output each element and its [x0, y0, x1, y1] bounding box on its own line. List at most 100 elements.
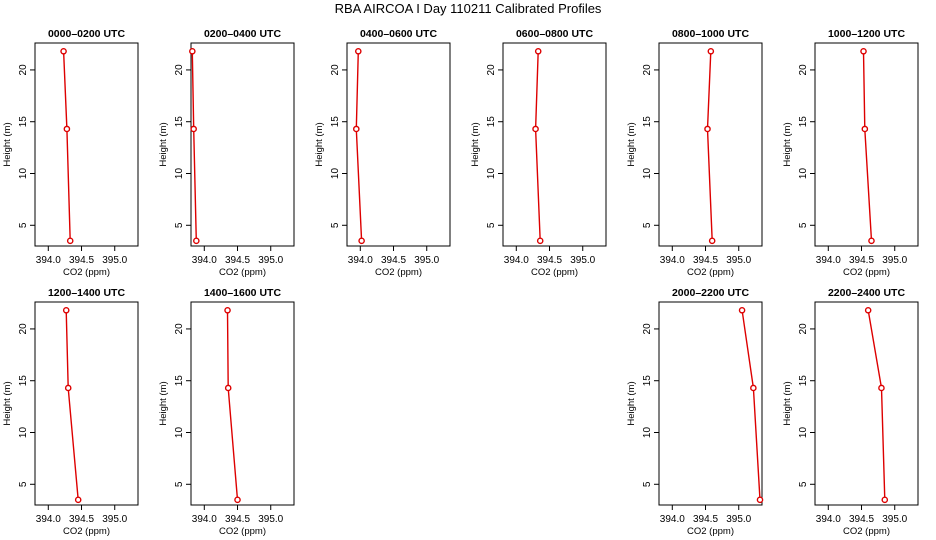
x-tick-label: 394.0: [36, 255, 61, 266]
x-tick-label: 394.0: [816, 514, 841, 525]
y-axis-label: Height (m): [2, 381, 13, 425]
x-tick-label: 394.5: [69, 514, 94, 525]
x-tick-label: 394.5: [225, 514, 250, 525]
data-point: [750, 384, 757, 392]
y-tick-label: 15: [330, 116, 341, 128]
x-axis-label: CO2 (ppm): [219, 526, 266, 537]
plot-frame: [346, 42, 451, 247]
x-tick-label: 394.0: [660, 255, 685, 266]
y-tick-label: 10: [174, 427, 185, 439]
x-tick-label: 394.0: [192, 514, 217, 525]
y-tick-label: 5: [174, 222, 185, 228]
data-point: [868, 237, 875, 245]
data-point: [738, 306, 746, 314]
profile-line: [355, 51, 363, 241]
data-point: [358, 237, 365, 245]
chart-panel: 0000–0200 UTC 394.0 394.5 395.0 5 10 15 20 CO2 (…: [2, 28, 139, 278]
chart-title: 0000–0200 UTC: [48, 28, 125, 40]
y-tick-label: 5: [642, 481, 653, 487]
chart-title: 0400–0600 UTC: [360, 28, 437, 40]
y-axis-label: Height (m): [782, 381, 793, 425]
chart-title: 1000–1200 UTC: [828, 28, 905, 40]
data-point: [74, 496, 82, 504]
data-point: [532, 125, 539, 133]
plot-frame: [502, 42, 607, 247]
y-axis-label: Height (m): [626, 381, 637, 425]
y-tick-label: 20: [18, 323, 29, 335]
y-tick-label: 20: [798, 323, 809, 335]
x-tick-label: 395.0: [882, 255, 907, 266]
figure-title: RBA AIRCOA I Day 110211 Calibrated Profi…: [334, 1, 602, 16]
y-tick-label: 10: [18, 168, 29, 180]
x-tick-label: 394.0: [192, 255, 217, 266]
plot-frame: [190, 42, 295, 247]
data-point: [707, 47, 715, 55]
x-tick-label: 395.0: [258, 514, 283, 525]
y-tick-label: 20: [798, 64, 809, 76]
x-tick-label: 395.0: [102, 255, 127, 266]
y-axis-label: Height (m): [158, 122, 169, 166]
plot-frame: [190, 301, 295, 506]
chart-title: 2200–2400 UTC: [828, 287, 905, 299]
x-tick-label: 395.0: [882, 514, 907, 525]
y-tick-label: 15: [18, 375, 29, 387]
y-tick-label: 5: [18, 481, 29, 487]
profile-line: [862, 51, 873, 241]
data-point: [878, 384, 885, 392]
plot-frame: [34, 301, 139, 506]
y-tick-label: 10: [486, 168, 497, 180]
data-point: [864, 306, 872, 314]
y-tick-label: 15: [174, 375, 185, 387]
chart-panel: 1000–1200 UTC 394.0 394.5 395.0 5 10 15 20 CO2 (…: [782, 28, 919, 278]
plot-frame: [658, 42, 763, 247]
data-point: [708, 237, 716, 245]
y-tick-label: 10: [642, 168, 653, 180]
chart-title: 0600–0800 UTC: [516, 28, 593, 40]
x-tick-label: 394.5: [69, 255, 94, 266]
y-tick-label: 5: [486, 222, 497, 228]
data-point: [62, 306, 70, 314]
y-tick-label: 10: [330, 168, 341, 180]
profile-line: [706, 51, 713, 241]
chart-title: 0200–0400 UTC: [204, 28, 281, 40]
profile-line: [741, 310, 761, 500]
y-tick-label: 5: [330, 222, 341, 228]
y-axis-label: Height (m): [470, 122, 481, 166]
plot-frame: [814, 42, 919, 247]
y-axis-label: Height (m): [314, 122, 325, 166]
profile-line: [867, 310, 886, 500]
plot-frame: [814, 301, 919, 506]
x-tick-label: 395.0: [726, 514, 751, 525]
y-tick-label: 20: [18, 64, 29, 76]
data-point: [234, 496, 241, 504]
y-tick-label: 20: [330, 64, 341, 76]
x-axis-label: CO2 (ppm): [63, 267, 110, 278]
data-point: [353, 125, 360, 133]
x-tick-label: 394.0: [348, 255, 373, 266]
x-tick-label: 394.5: [693, 514, 718, 525]
profile-line: [62, 51, 71, 241]
data-point: [66, 237, 74, 245]
x-axis-label: CO2 (ppm): [219, 267, 266, 278]
x-tick-label: 394.5: [849, 514, 874, 525]
y-tick-label: 15: [798, 375, 809, 387]
profile-line: [65, 310, 79, 500]
y-axis-label: Height (m): [2, 122, 13, 166]
x-tick-label: 394.5: [537, 255, 562, 266]
chart-panel: 1200–1400 UTC 394.0 394.5 395.0 5 10 15 20 CO2 (…: [2, 287, 139, 537]
y-tick-label: 20: [174, 323, 185, 335]
y-tick-label: 10: [18, 427, 29, 439]
x-axis-label: CO2 (ppm): [63, 526, 110, 537]
data-point: [64, 384, 72, 392]
x-tick-label: 394.0: [36, 514, 61, 525]
x-axis-label: CO2 (ppm): [531, 267, 578, 278]
y-tick-label: 15: [174, 116, 185, 128]
x-tick-label: 395.0: [414, 255, 439, 266]
y-tick-label: 10: [798, 427, 809, 439]
y-tick-label: 10: [174, 168, 185, 180]
y-tick-label: 5: [642, 222, 653, 228]
profile-line: [191, 51, 197, 241]
chart-title: 0800–1000 UTC: [672, 28, 749, 40]
y-tick-label: 20: [642, 323, 653, 335]
